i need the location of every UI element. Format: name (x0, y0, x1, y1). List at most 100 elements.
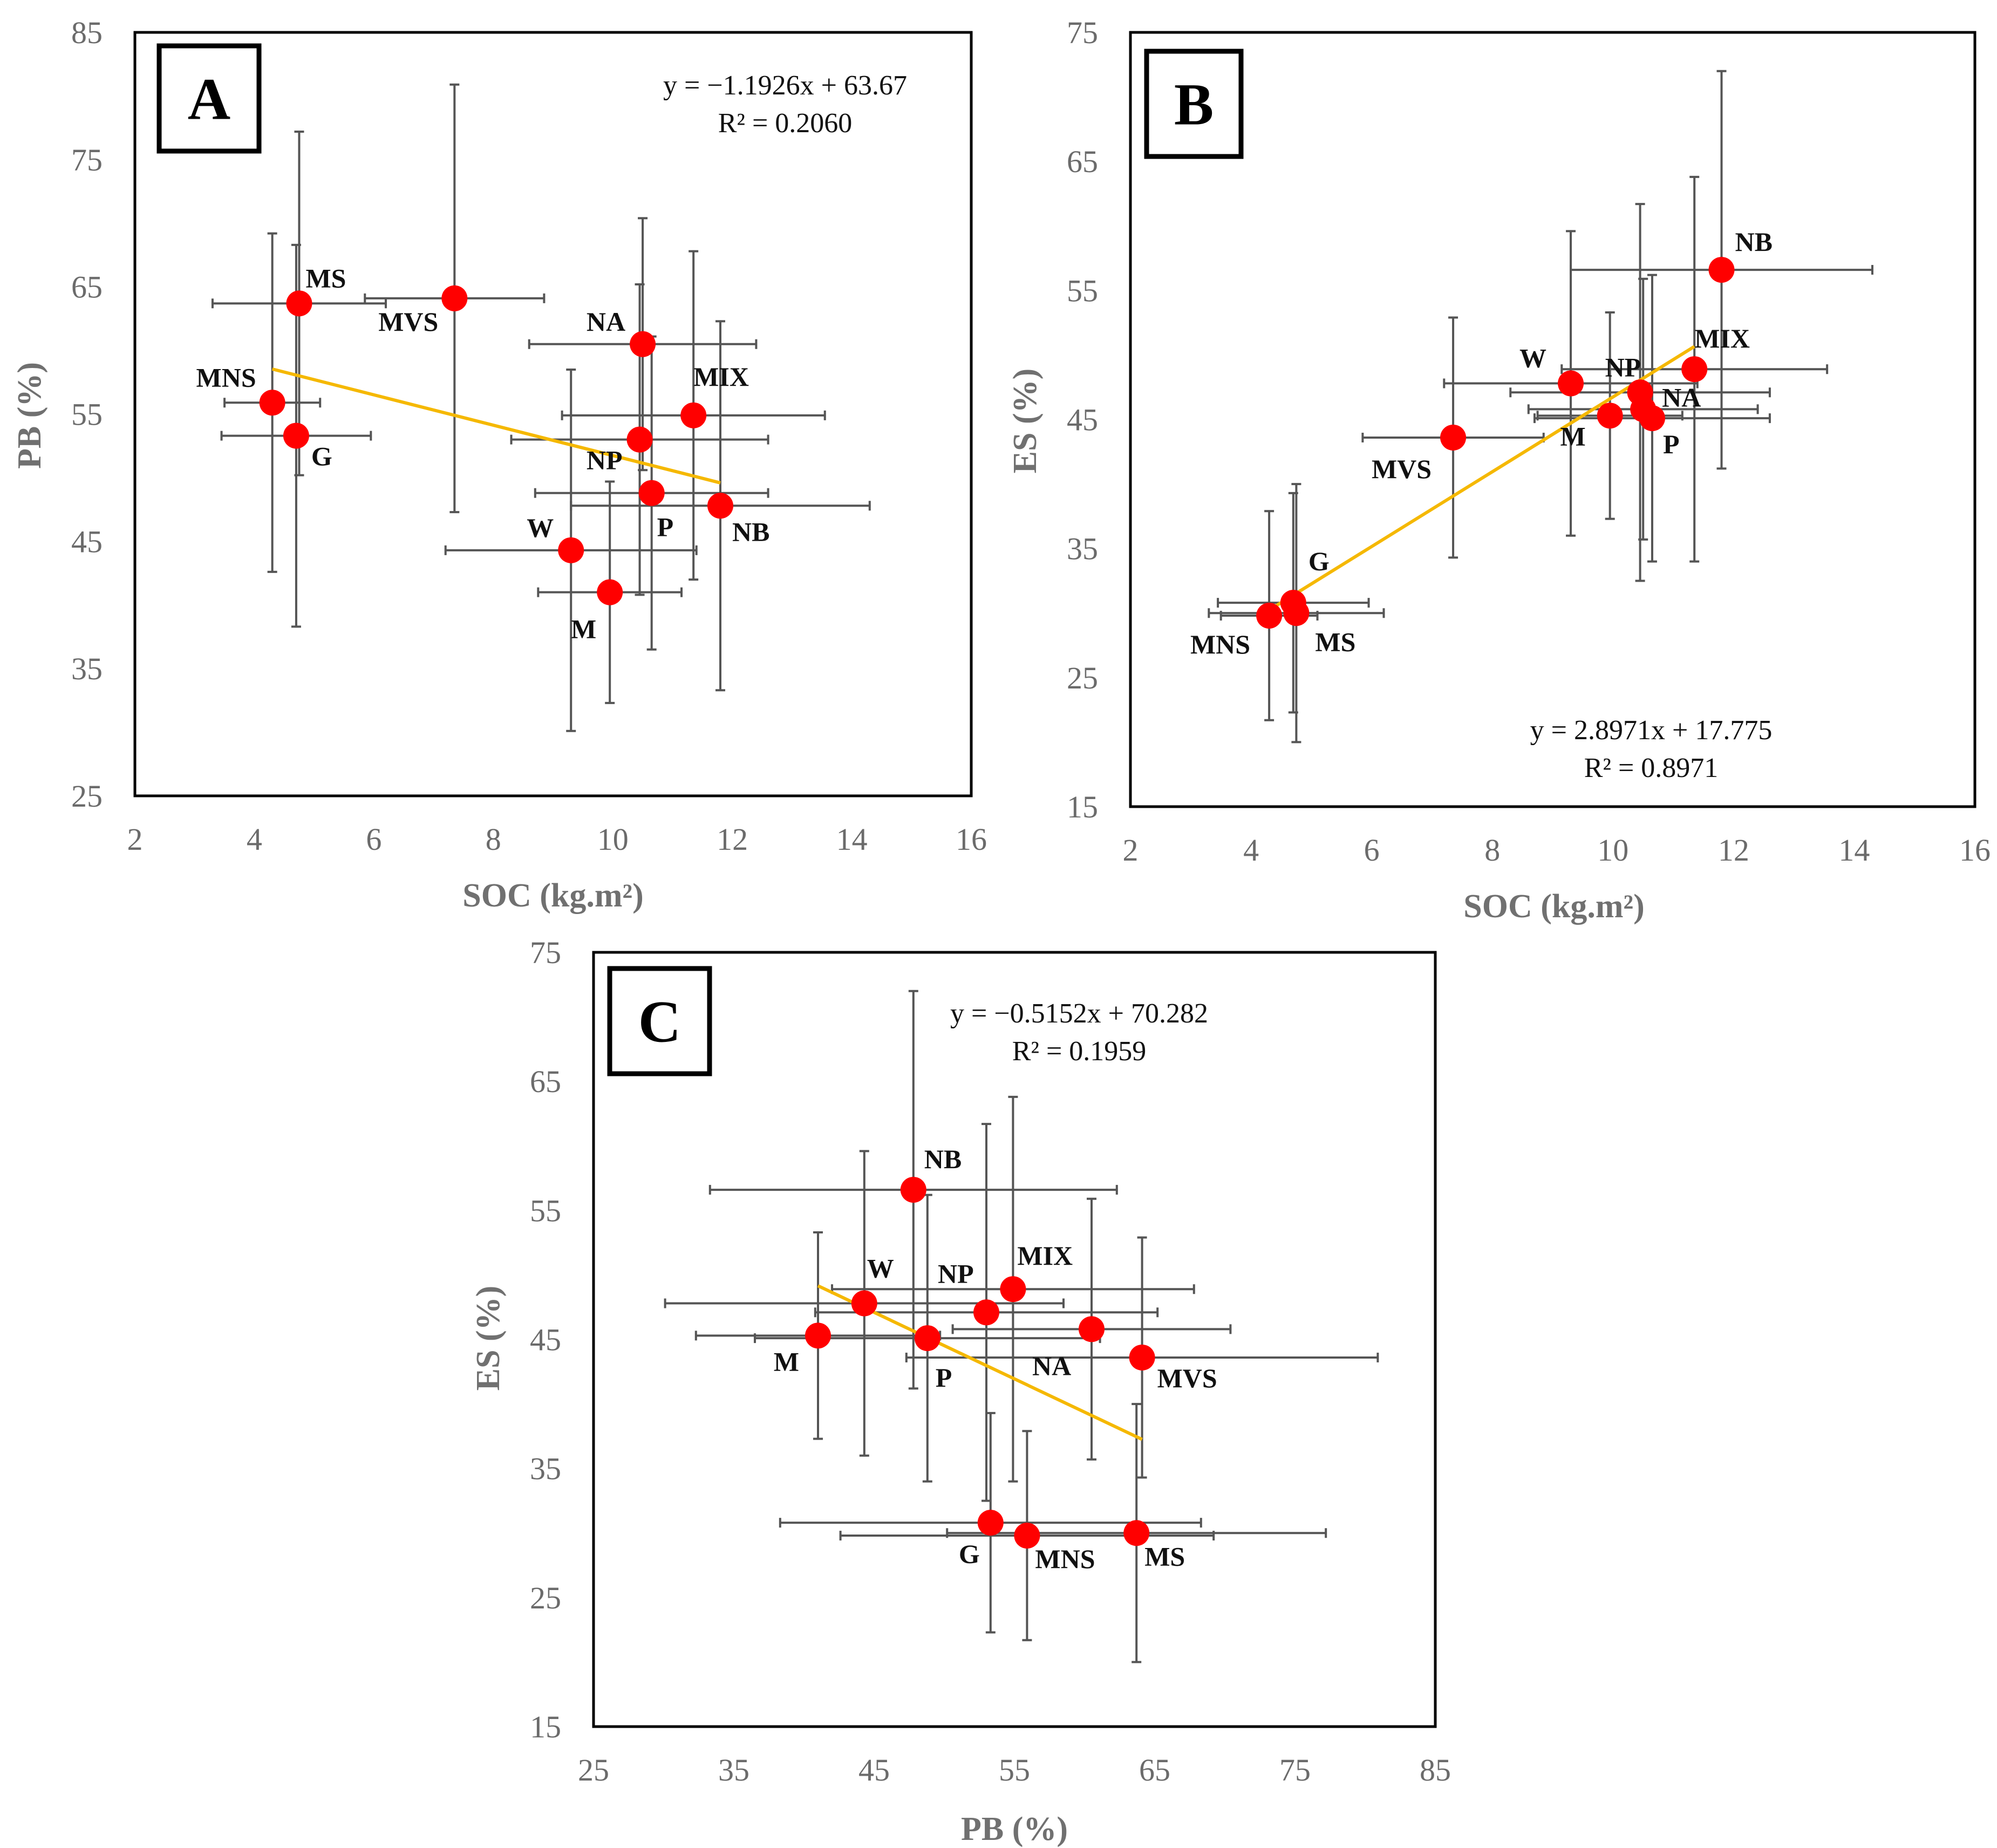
r-squared: R² = 0.1959 (1012, 1036, 1147, 1067)
point-label-nb: NB (924, 1144, 962, 1174)
y-tick-label: 65 (71, 270, 103, 305)
r-squared: R² = 0.2060 (718, 108, 853, 139)
y-tick-label: 15 (530, 1709, 561, 1744)
y-axis-title: ES (%) (470, 1286, 507, 1391)
y-tick-label: 65 (1067, 144, 1098, 179)
point-label-mns: MNS (1035, 1544, 1095, 1574)
trend-line (271, 367, 721, 485)
data-point-m (1597, 403, 1623, 429)
data-point-mns (1256, 603, 1283, 629)
x-tick-label: 14 (836, 822, 868, 857)
x-tick-label: 6 (1364, 833, 1380, 868)
panel-b: 2 4 6 8 10 12 14 16 15 25 35 45 55 65 75 SOC (kg.m²) ES … (1007, 15, 1991, 925)
trend-line (1268, 345, 1695, 612)
point-label-mvs: MVS (378, 306, 438, 337)
x-tick-label: 35 (718, 1752, 749, 1788)
data-point-m (597, 579, 623, 605)
y-tick-label: 85 (71, 15, 103, 50)
plot-frame (1129, 31, 1976, 808)
point-label-na: NA (1662, 382, 1701, 412)
trend-equation: y = 2.8971x + 17.775 (1530, 715, 1773, 746)
point-label-w: W (527, 513, 554, 543)
data-point-nb (900, 1177, 926, 1203)
data-point-mix (1000, 1276, 1026, 1303)
x-tick-label: 2 (127, 822, 143, 857)
point-label-ms: MS (1144, 1541, 1185, 1571)
y-axis-title: ES (%) (1007, 369, 1044, 474)
x-tick-label: 4 (1243, 833, 1259, 868)
y-tick-label: 45 (71, 524, 103, 559)
x-tick-label: 25 (578, 1752, 609, 1788)
x-tick-label: 6 (366, 822, 381, 857)
data-point-na (630, 331, 656, 357)
point-label-p: P (657, 512, 674, 542)
data-point-np (626, 426, 653, 453)
x-tick-label: 45 (858, 1752, 890, 1788)
y-tick-label: 75 (1067, 15, 1098, 50)
y-tick-label: 75 (71, 142, 103, 178)
point-label-mns: MNS (196, 362, 256, 392)
data-point-w (1558, 370, 1584, 397)
point-label-w: W (1519, 343, 1546, 373)
data-point-np (973, 1299, 999, 1326)
data-point-nb (1708, 257, 1735, 283)
data-point-w (851, 1290, 877, 1317)
trend-equation: y = −0.5152x + 70.282 (950, 998, 1208, 1029)
data-point-mvs (1129, 1344, 1155, 1370)
data-point-p (638, 480, 665, 506)
panel-letter-box (607, 966, 712, 1076)
x-axis-title: PB (%) (961, 1811, 1068, 1847)
point-label-np: NP (587, 445, 623, 475)
y-tick-label: 65 (530, 1064, 561, 1099)
data-point-nb (707, 493, 733, 519)
plot-frame (133, 31, 973, 797)
x-tick-label: 85 (1420, 1752, 1451, 1788)
panel-letter: B (1174, 72, 1214, 138)
y-tick-label: 35 (530, 1451, 561, 1486)
point-label-w: W (867, 1253, 894, 1284)
y-tick-label: 25 (1067, 660, 1098, 695)
x-tick-label: 14 (1838, 833, 1870, 868)
x-axis-title: SOC (kg.m²) (1463, 888, 1645, 925)
data-point-mix (680, 402, 707, 428)
x-axis-title: SOC (kg.m²) (462, 877, 644, 914)
panel-letter-box (1144, 49, 1244, 159)
data-point-mix (1681, 356, 1708, 383)
point-label-p: P (1663, 429, 1680, 459)
x-tick-label: 16 (1959, 833, 1991, 868)
panel-letter-box (156, 43, 262, 154)
y-tick-label: 35 (1067, 531, 1098, 567)
x-tick-label: 4 (247, 822, 262, 857)
x-tick-label: 12 (717, 822, 748, 857)
data-point-p (1639, 405, 1665, 432)
point-label-ms: MS (305, 263, 346, 293)
y-tick-label: 75 (530, 935, 561, 970)
x-tick-label: 16 (956, 822, 987, 857)
point-label-g: G (311, 441, 332, 472)
y-tick-label: 15 (1067, 789, 1098, 824)
y-tick-label: 45 (530, 1322, 561, 1358)
y-tick-label: 55 (71, 397, 103, 432)
point-label-np: NP (1605, 352, 1641, 382)
data-point-w (558, 537, 584, 563)
point-label-mns: MNS (1190, 629, 1250, 659)
y-tick-label: 25 (71, 779, 103, 814)
data-point-mvs (1440, 424, 1467, 451)
y-tick-label: 55 (1067, 273, 1098, 308)
data-point-mvs (441, 285, 468, 311)
r-squared: R² = 0.8971 (1584, 753, 1719, 783)
data-point-ms (1283, 600, 1310, 626)
x-tick-label: 10 (1597, 833, 1628, 868)
data-point-ms (1123, 1520, 1150, 1546)
data-point-mns (1014, 1523, 1040, 1549)
point-label-mvs: MVS (1157, 1363, 1217, 1393)
point-label-na: NA (587, 306, 625, 337)
panel-letter: C (638, 989, 681, 1055)
y-axis-title: PB (%) (11, 362, 48, 469)
point-label-na: NA (1032, 1351, 1071, 1381)
x-tick-label: 2 (1123, 833, 1139, 868)
plot-frame (592, 951, 1437, 1728)
x-tick-label: 10 (597, 822, 629, 857)
point-label-mix: MIX (693, 362, 749, 392)
